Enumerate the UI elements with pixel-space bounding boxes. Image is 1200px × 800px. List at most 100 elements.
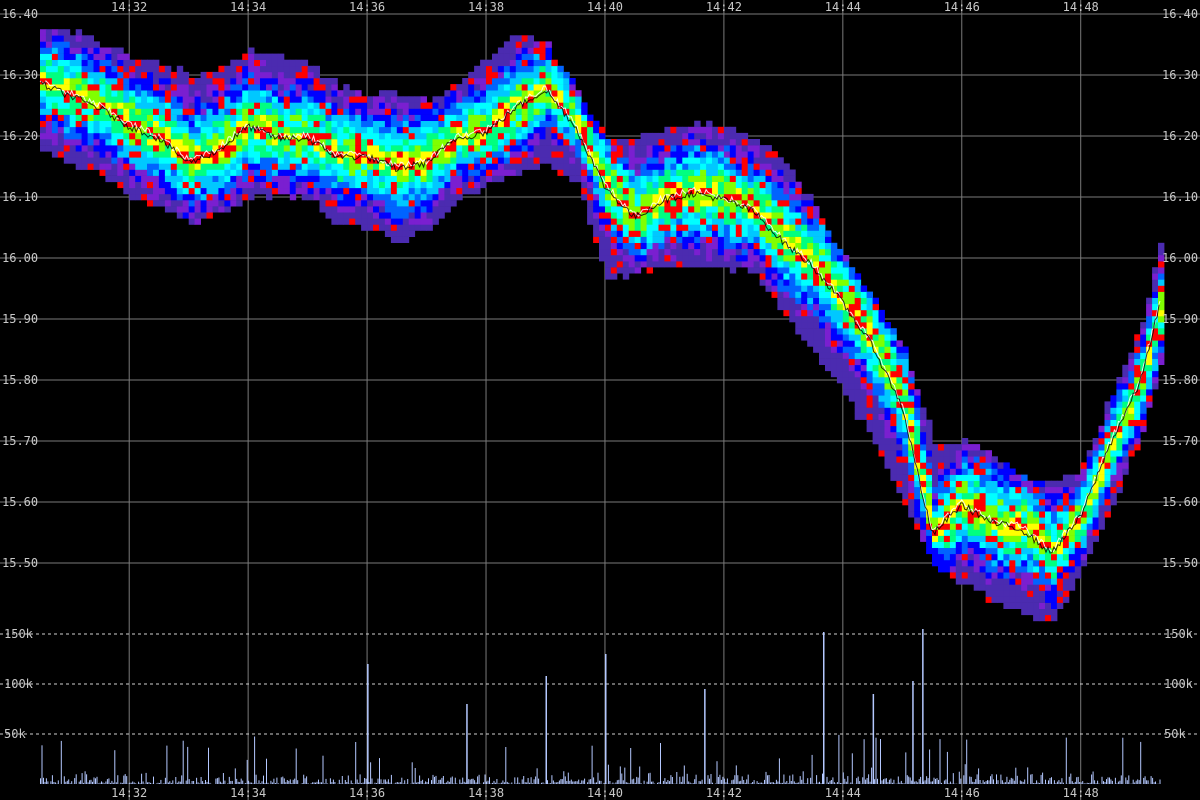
depth-cell	[420, 96, 427, 103]
depth-cell	[765, 267, 772, 274]
depth-cell	[634, 224, 642, 231]
depth-cell	[212, 187, 219, 195]
volume-bar	[286, 780, 288, 784]
depth-cell	[93, 120, 100, 128]
depth-cell	[1009, 602, 1016, 609]
depth-cell	[670, 261, 677, 268]
depth-cell	[640, 255, 647, 262]
depth-cell	[569, 163, 576, 170]
depth-cell	[271, 187, 279, 195]
depth-cell	[462, 169, 469, 176]
depth-cell	[254, 59, 261, 67]
depth-cell	[860, 285, 868, 292]
depth-cell	[420, 169, 427, 176]
depth-cell	[765, 218, 772, 225]
volume-bar	[820, 783, 822, 784]
depth-cell	[640, 242, 647, 250]
depth-cell	[379, 169, 386, 176]
depth-cell	[979, 480, 986, 488]
depth-cell	[277, 102, 285, 109]
depth-cell	[938, 535, 945, 542]
depth-cell	[545, 71, 552, 79]
volume-bar	[958, 771, 960, 784]
depth-cell	[878, 309, 885, 317]
depth-cell	[99, 53, 106, 60]
depth-cell	[462, 78, 469, 85]
depth-cell	[771, 200, 778, 207]
depth-cell	[991, 492, 998, 500]
depth-cell	[129, 145, 136, 152]
depth-cell	[1056, 492, 1064, 500]
depth-cell	[486, 65, 493, 73]
depth-cell	[456, 96, 463, 103]
depth-cell	[420, 206, 427, 213]
volume-bar	[744, 782, 746, 784]
depth-cell	[111, 163, 118, 170]
depth-cell	[872, 370, 879, 378]
depth-cell	[1122, 364, 1129, 372]
volume-bar	[453, 783, 455, 784]
depth-cell	[170, 114, 178, 121]
depth-cell	[545, 96, 552, 103]
depth-cell	[396, 230, 404, 237]
depth-cell	[509, 157, 517, 164]
depth-cell	[872, 309, 879, 317]
depth-cell	[908, 456, 915, 463]
depth-cell	[985, 529, 992, 536]
depth-cell	[81, 41, 88, 48]
depth-cell	[1158, 297, 1165, 305]
depth-cell	[848, 340, 856, 347]
depth-cell	[688, 218, 695, 225]
depth-cell	[700, 145, 707, 152]
depth-cell	[688, 169, 695, 176]
depth-cell	[783, 206, 790, 213]
depth-cell	[1015, 602, 1022, 609]
depth-cell	[456, 181, 463, 189]
depth-cell	[759, 212, 766, 219]
depth-cell	[783, 187, 790, 195]
depth-cell	[1140, 383, 1147, 390]
depth-cell	[337, 206, 344, 213]
depth-cell	[759, 163, 766, 170]
depth-cell	[1092, 438, 1099, 445]
depth-cell	[111, 145, 118, 152]
depth-cell	[1068, 486, 1076, 494]
depth-cell	[69, 84, 77, 91]
depth-cell	[444, 157, 451, 164]
depth-cell	[616, 261, 624, 268]
volume-bar	[331, 782, 333, 784]
depth-cell	[69, 71, 77, 79]
depth-cell	[254, 126, 261, 134]
volume-bar	[836, 782, 838, 784]
depth-cell	[735, 248, 743, 256]
depth-cell	[319, 151, 326, 158]
volume-bar	[1147, 780, 1149, 784]
depth-cell	[1062, 511, 1070, 518]
depth-cell	[1122, 468, 1129, 475]
depth-cell	[224, 114, 231, 121]
depth-cell	[182, 175, 190, 182]
depth-cell	[741, 139, 749, 146]
depth-cell	[658, 206, 665, 213]
depth-cell	[735, 145, 743, 152]
depth-cell	[908, 431, 915, 439]
depth-cell	[854, 279, 862, 286]
depth-cell	[408, 181, 416, 189]
depth-cell	[462, 126, 469, 134]
volume-bar	[747, 774, 749, 784]
depth-cell	[1051, 529, 1058, 536]
depth-cell	[997, 590, 1004, 597]
depth-cell	[1027, 572, 1034, 579]
depth-cell	[652, 157, 659, 164]
depth-cell	[497, 114, 505, 121]
depth-cell	[717, 255, 725, 262]
depth-cell	[735, 224, 743, 231]
depth-cell	[379, 206, 386, 213]
depth-cell	[521, 35, 529, 42]
volume-bar	[352, 783, 354, 784]
depth-cell	[932, 523, 939, 530]
volume-bar	[255, 774, 257, 784]
depth-cell	[1045, 566, 1052, 573]
depth-cell	[230, 163, 237, 170]
depth-cell	[289, 187, 297, 195]
